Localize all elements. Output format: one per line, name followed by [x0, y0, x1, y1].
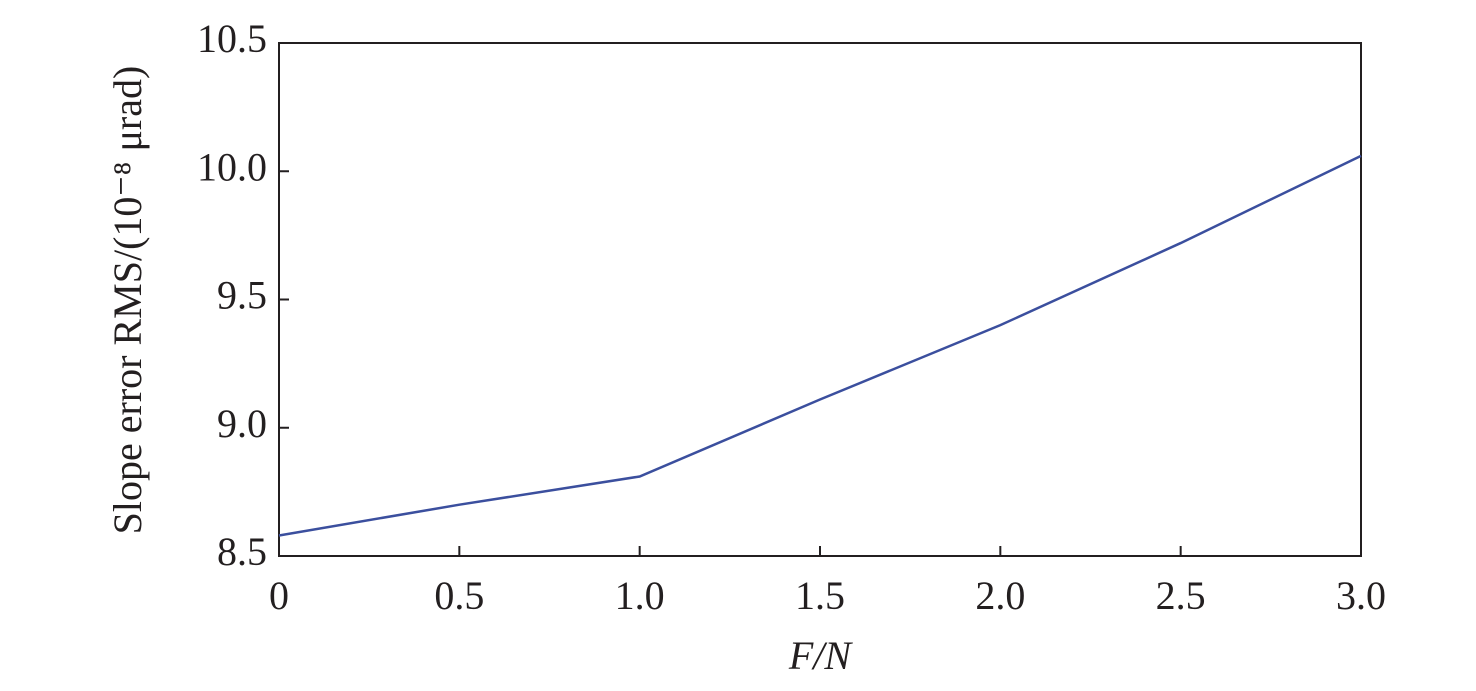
y-tick-label: 9.5	[217, 273, 267, 318]
data-line	[278, 154, 1362, 537]
x-tick-label: 1.5	[795, 573, 845, 618]
y-tick-label: 10.5	[197, 16, 267, 61]
y-axis-label: Slope error RMS/(10⁻⁸ μrad)	[105, 66, 150, 535]
x-tick-label: 1.0	[615, 573, 665, 618]
y-tick-label: 9.0	[217, 401, 267, 446]
x-axis-label: F/N	[788, 633, 854, 678]
x-tick-label: 3.0	[1336, 573, 1386, 618]
x-tick-label: 2.5	[1156, 573, 1206, 618]
x-tick-label: 0.5	[434, 573, 484, 618]
y-tick-label: 10.0	[197, 144, 267, 189]
y-tick-label: 8.5	[217, 529, 267, 574]
x-tick-label: 2.0	[975, 573, 1025, 618]
plot-frame	[278, 42, 1362, 557]
x-tick-label: 0	[269, 573, 289, 618]
